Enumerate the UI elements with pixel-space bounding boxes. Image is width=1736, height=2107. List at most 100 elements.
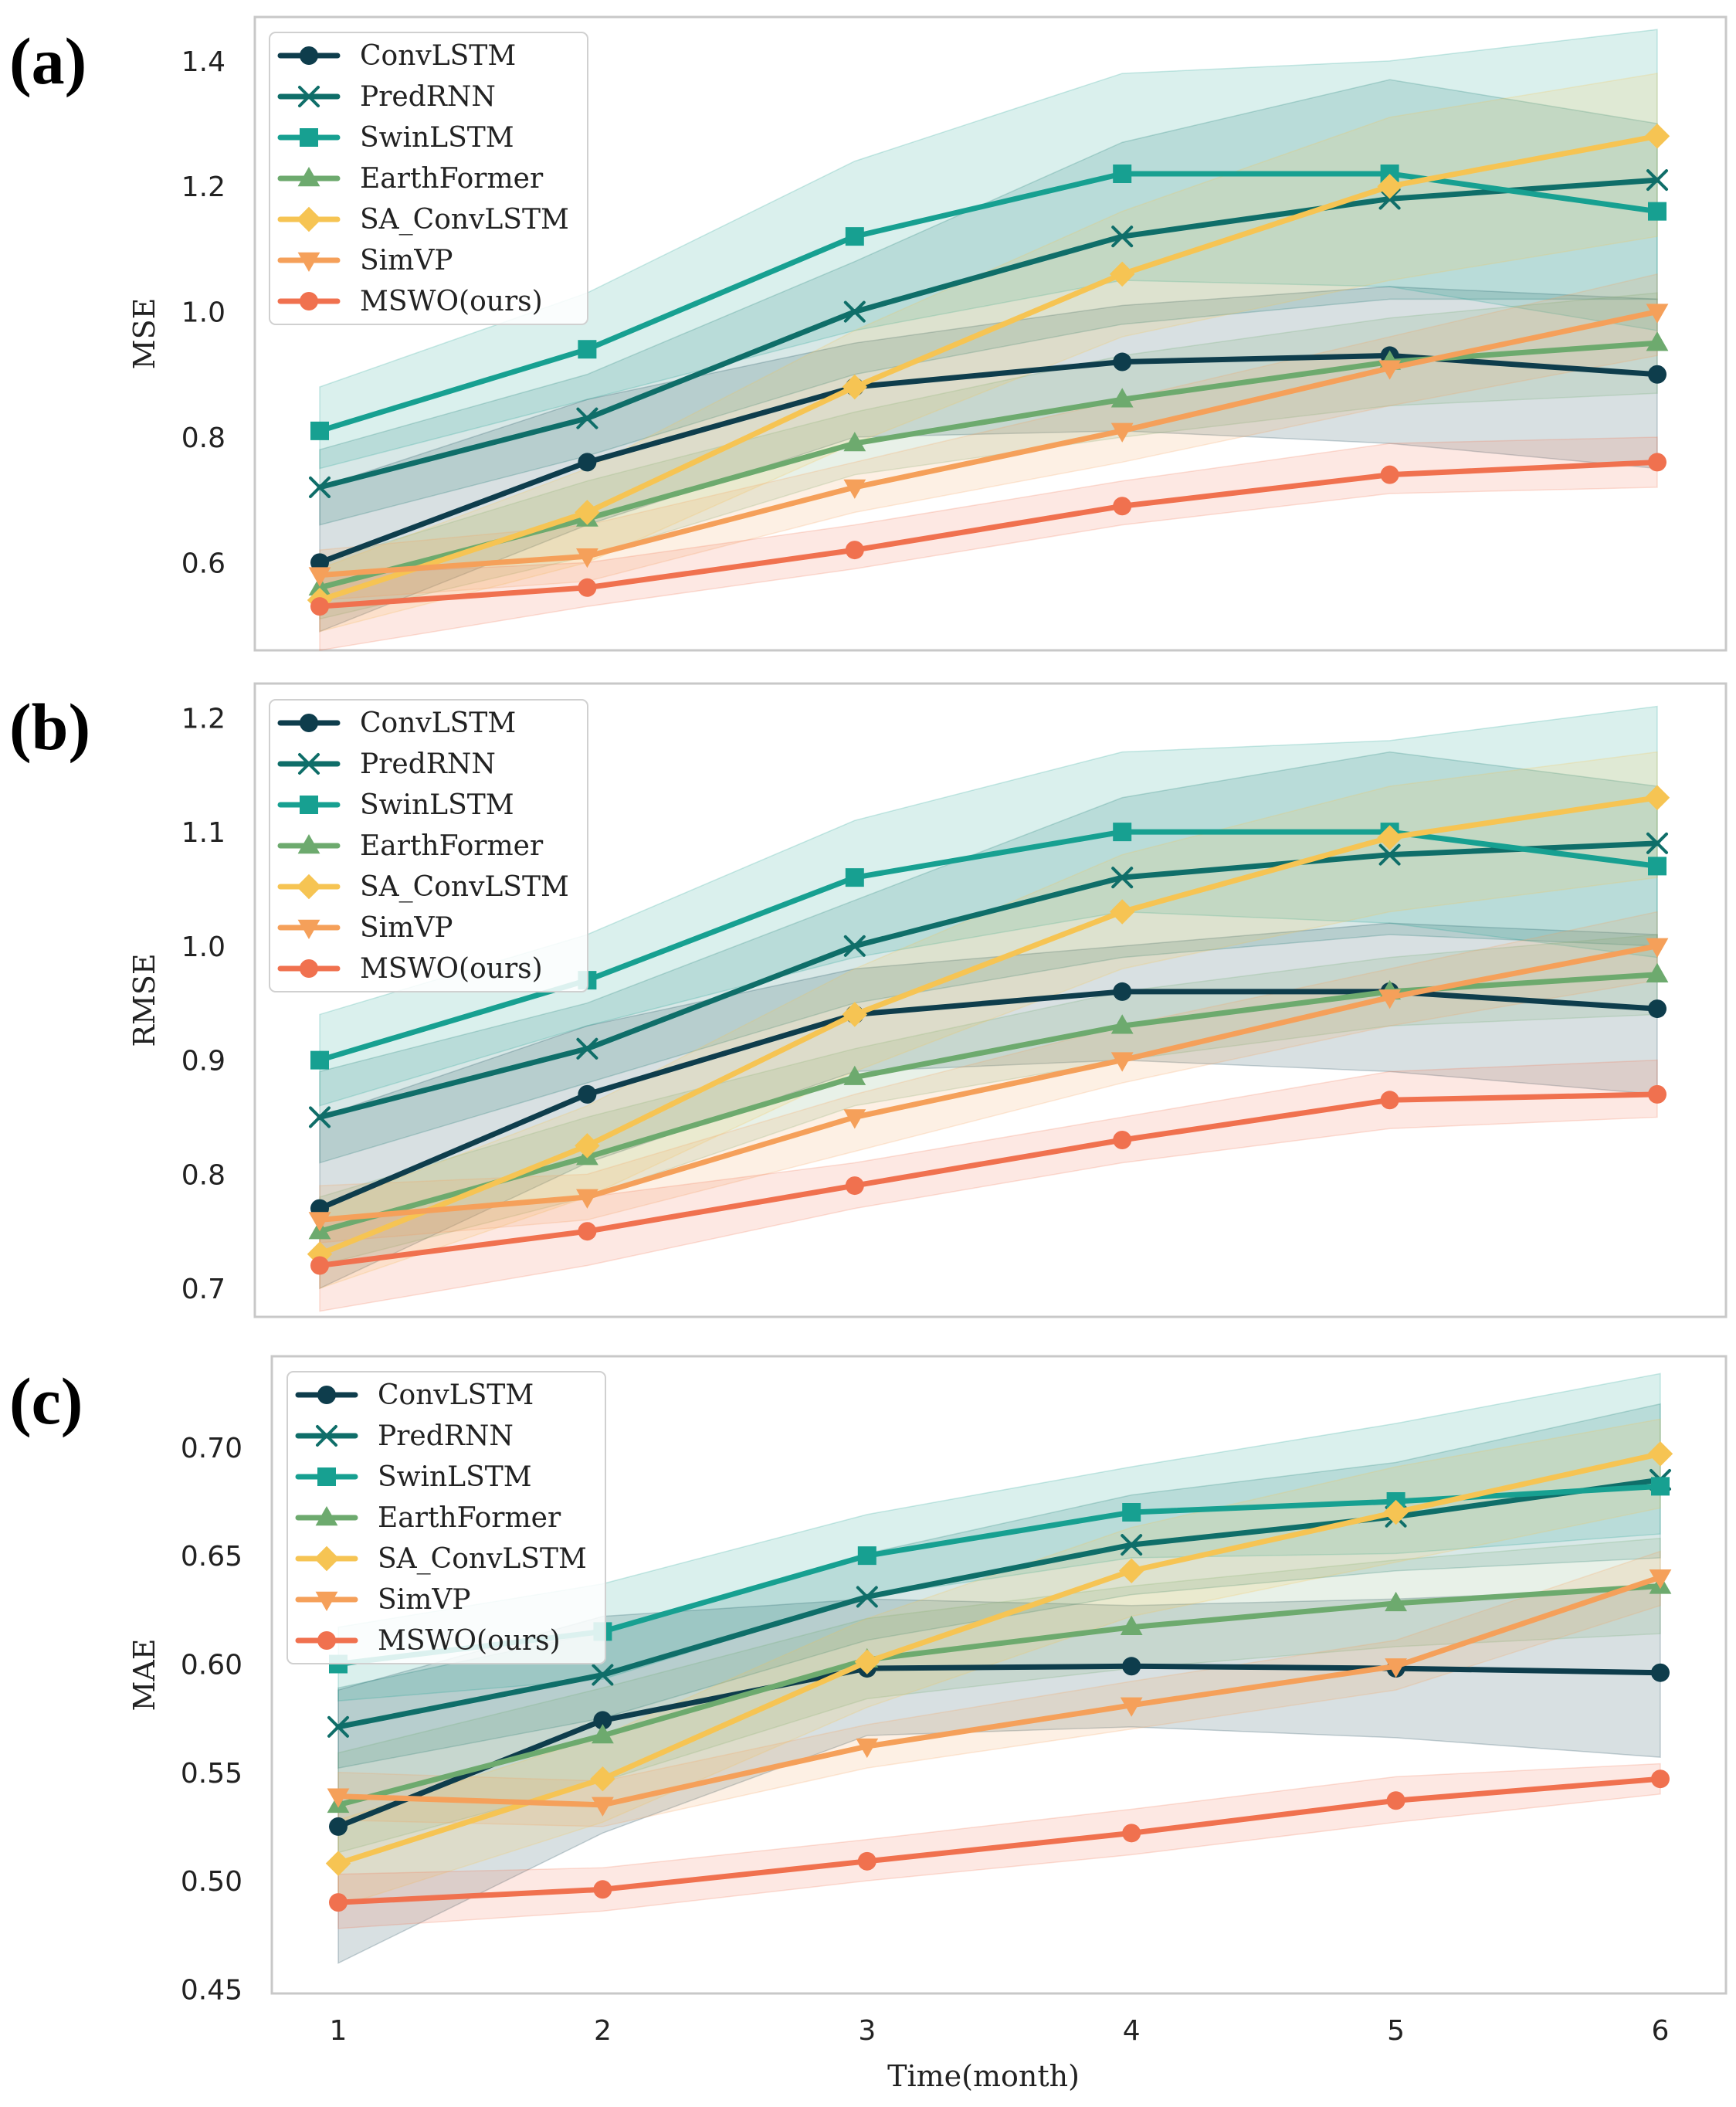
y-tick-label: 0.65 [181,1541,242,1573]
series-sa-convlstm [325,1441,1673,1876]
data-point-stroke-b [1121,1534,1143,1556]
data-point-stroke-b [576,1037,598,1060]
data-point [325,1851,351,1876]
data-point [1380,465,1399,484]
y-tick-label: 0.8 [181,1159,225,1191]
series-earthformer [327,1574,1672,1814]
data-point [575,500,600,525]
data-point [1648,453,1666,472]
data-point [310,553,329,572]
legend-item-mswo-ours-: MSWO(ours) [295,1625,561,1657]
series-line [317,177,1660,490]
y-tick-label: 1.0 [181,931,225,963]
legend-marker [297,919,320,939]
legend-label: MSWO(ours) [378,1625,561,1657]
legend-label: SA_ConvLSTM [378,1543,587,1575]
data-point [843,479,866,499]
data-point [1113,823,1132,842]
series-line [335,1450,1663,1867]
data-point [856,1586,878,1608]
data-point-stroke-b [327,1715,349,1738]
data-point [1648,857,1666,876]
data-point [578,340,597,359]
data-point [1377,174,1402,199]
data-point [1648,1084,1666,1104]
legend-marker-stroke-b [316,1425,337,1447]
legend-label: SA_ConvLSTM [360,204,569,236]
confidence-band-sa-convlstm [337,1418,1661,1908]
legend-label: PredRNN [378,1420,514,1452]
legend-item-predrnn: PredRNN [277,748,496,780]
y-tick-label: 0.60 [181,1649,242,1681]
legend-label: PredRNN [360,748,496,780]
confidence-band-swinlstm [337,1372,1661,1702]
series-mswo-ours- [329,1769,1670,1912]
data-point [329,1893,348,1912]
legend-label: SimVP [378,1584,471,1616]
legend-item-sa-convlstm: SA_ConvLSTM [277,871,569,903]
data-point [1113,352,1132,372]
data-point [1113,1130,1132,1149]
series-line [317,133,1660,603]
data-point [1378,989,1401,1009]
data-point [578,1084,597,1104]
legend-label: MSWO(ours) [360,953,543,985]
data-point [1377,825,1402,850]
legend-box [287,1371,606,1664]
data-point [1119,1558,1144,1584]
data-point [310,1050,329,1070]
legend-marker [317,1467,336,1486]
data-point [1648,999,1666,1019]
data-point [1646,304,1669,324]
data-point [329,1817,348,1836]
data-point [1648,365,1666,384]
data-point [1386,1791,1405,1810]
data-point-stroke-b [1378,843,1401,866]
data-point [1646,962,1669,982]
legend-item-earthformer: EarthFormer [277,830,544,862]
data-point-stroke-b [843,300,866,323]
data-point [1646,331,1669,351]
data-point [854,1649,880,1674]
legend-marker [300,796,318,814]
data-point [1380,164,1399,183]
legend-label: SimVP [360,912,453,944]
data-point [1380,1091,1399,1110]
data-point [578,578,597,597]
x-tick-label: 3 [858,2015,876,2047]
data-point [1649,1569,1672,1590]
legend-item-simvp: SimVP [295,1584,471,1616]
x-tick-label: 5 [1387,2015,1405,2047]
data-point [327,1788,350,1808]
y-tick-label: 0.8 [181,422,225,454]
data-point [1111,226,1134,248]
legend-item-simvp: SimVP [277,912,453,944]
data-point [843,935,866,957]
legend-item-swinlstm: SwinLSTM [277,122,514,154]
legend-label: ConvLSTM [360,707,516,739]
legend: ConvLSTM PredRNN SwinLSTM EarthFormer SA_Con… [287,1371,606,1664]
y-tick-label: 0.50 [181,1866,242,1898]
legend-label: SwinLSTM [360,122,514,154]
legend-marker [315,1591,338,1611]
legend-marker [296,206,322,232]
data-point-stroke-b [1646,169,1668,192]
data-point-stroke-b [1378,188,1401,210]
legend-marker [300,46,318,65]
x-tick-label: 1 [330,2015,348,2047]
legend-item-mswo-ours-: MSWO(ours) [277,286,543,317]
legend: ConvLSTM PredRNN SwinLSTM EarthFormer SA_Con… [269,699,588,992]
data-point [1646,169,1668,192]
legend-item-swinlstm: SwinLSTM [295,1461,532,1493]
x-axis-title: Time(month) [887,2059,1080,2093]
legend-item-predrnn: PredRNN [277,81,496,113]
series-line [335,1477,1663,1730]
data-point [578,1222,597,1241]
data-point [1383,1499,1409,1525]
data-point [845,227,864,246]
series-line [317,989,1660,1212]
data-point [1385,1591,1407,1612]
data-point [1648,202,1666,221]
panel-1: (a) 0.6 0.8 1.0 1.2 1.4 MSE ConvLSTM PredRNN Swin… [9,15,1728,652]
legend-marker [300,959,318,978]
